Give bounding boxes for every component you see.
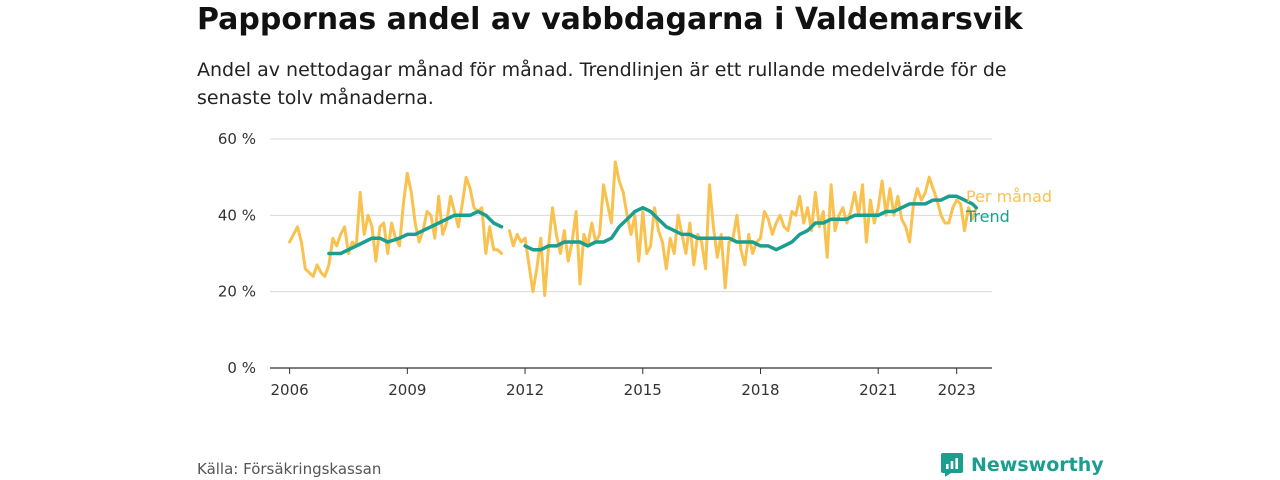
y-tick-label: 20 %: [218, 283, 256, 301]
series-lines: [288, 160, 979, 297]
x-tick-label: 2015: [624, 381, 662, 399]
series-line-trend-segment-1: [327, 209, 504, 256]
source-note: Källa: Försäkringskassan: [197, 460, 382, 478]
x-tick-label: 2021: [859, 381, 897, 399]
chart-subtitle: Andel av nettodagar månad för månad. Tre…: [197, 59, 1007, 109]
series-line-trend-segment-2: [523, 194, 979, 252]
x-tick-label: 2012: [506, 381, 544, 399]
y-tick-label: 0 %: [227, 359, 256, 377]
legend-label-trend: Trend: [965, 207, 1010, 226]
x-tick-label: 2023: [938, 381, 976, 399]
x-tick-label: 2006: [271, 381, 309, 399]
chart-title: Pappornas andel av vabbdagarna i Valdema…: [197, 2, 1023, 37]
x-tick-label: 2009: [388, 381, 426, 399]
legend-label-monthly: Per månad: [966, 187, 1052, 206]
newsworthy-logo-icon: [941, 453, 963, 477]
grid-lines: [270, 138, 992, 369]
y-tick-label: 60 %: [218, 130, 256, 148]
y-tick-label: 40 %: [218, 206, 256, 224]
brand-logo[interactable]: Newsworthy: [940, 452, 1104, 478]
series-line-monthly-segment-2: [507, 160, 978, 297]
series-line-monthly-segment-1: [288, 171, 503, 278]
x-tick-label: 2018: [741, 381, 779, 399]
axes: 0 % 20 % 40 % 60 % 2006 2009 2012 2015 2018 2021 2…: [218, 130, 976, 399]
brand-name: Newsworthy: [971, 454, 1104, 476]
